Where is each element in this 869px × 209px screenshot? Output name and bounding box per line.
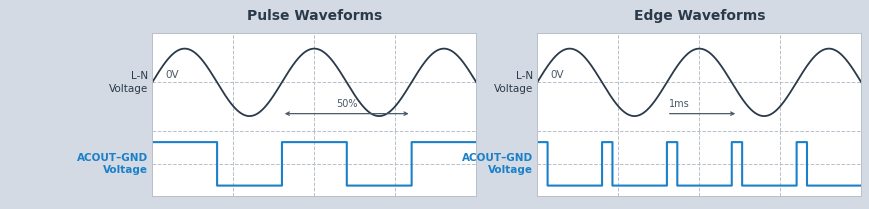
Text: ACOUT–GND
Voltage: ACOUT–GND Voltage xyxy=(461,153,532,175)
Text: 0V: 0V xyxy=(549,70,563,80)
Text: L-N
Voltage: L-N Voltage xyxy=(493,71,532,94)
Text: Pulse Waveforms: Pulse Waveforms xyxy=(247,9,381,23)
Text: 50%: 50% xyxy=(335,99,357,109)
Text: L-N
Voltage: L-N Voltage xyxy=(109,71,148,94)
Text: ACOUT–GND
Voltage: ACOUT–GND Voltage xyxy=(76,153,148,175)
Text: 1ms: 1ms xyxy=(668,99,689,109)
Text: 0V: 0V xyxy=(165,70,179,80)
Text: Edge Waveforms: Edge Waveforms xyxy=(633,9,764,23)
